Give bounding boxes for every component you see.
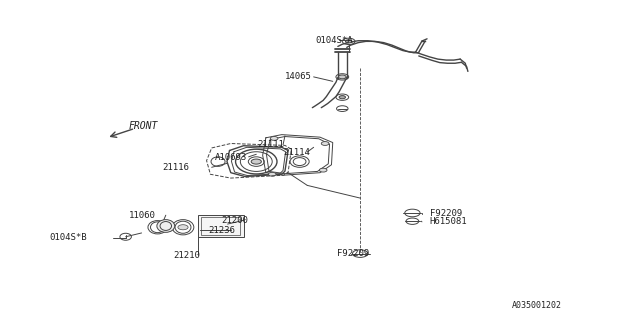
Text: A10693: A10693 [215,153,247,162]
Text: FRONT: FRONT [129,121,158,131]
Text: 11060: 11060 [129,211,156,220]
Text: 0104S*B: 0104S*B [49,233,87,242]
Circle shape [270,137,278,140]
Text: 14065: 14065 [285,72,312,81]
Text: 21210: 21210 [173,251,200,260]
Text: 21116: 21116 [162,164,189,172]
Bar [198,215,244,237]
Circle shape [321,142,329,145]
Text: 21200: 21200 [221,216,248,225]
Circle shape [268,172,276,176]
Ellipse shape [157,220,175,232]
Text: H615081: H615081 [429,217,467,226]
Circle shape [346,40,352,43]
Text: 21236: 21236 [209,226,236,235]
Text: A035001202: A035001202 [512,301,562,310]
Text: 21114: 21114 [284,148,310,157]
Text: 21111: 21111 [257,140,284,149]
Text: 0104S*A: 0104S*A [316,36,353,44]
Text: F92209: F92209 [429,209,462,219]
Text: F92209: F92209 [337,249,369,258]
Circle shape [251,159,261,164]
Circle shape [178,225,188,230]
Circle shape [319,168,327,172]
Circle shape [339,96,346,99]
Bar [202,217,240,235]
Circle shape [339,75,346,79]
